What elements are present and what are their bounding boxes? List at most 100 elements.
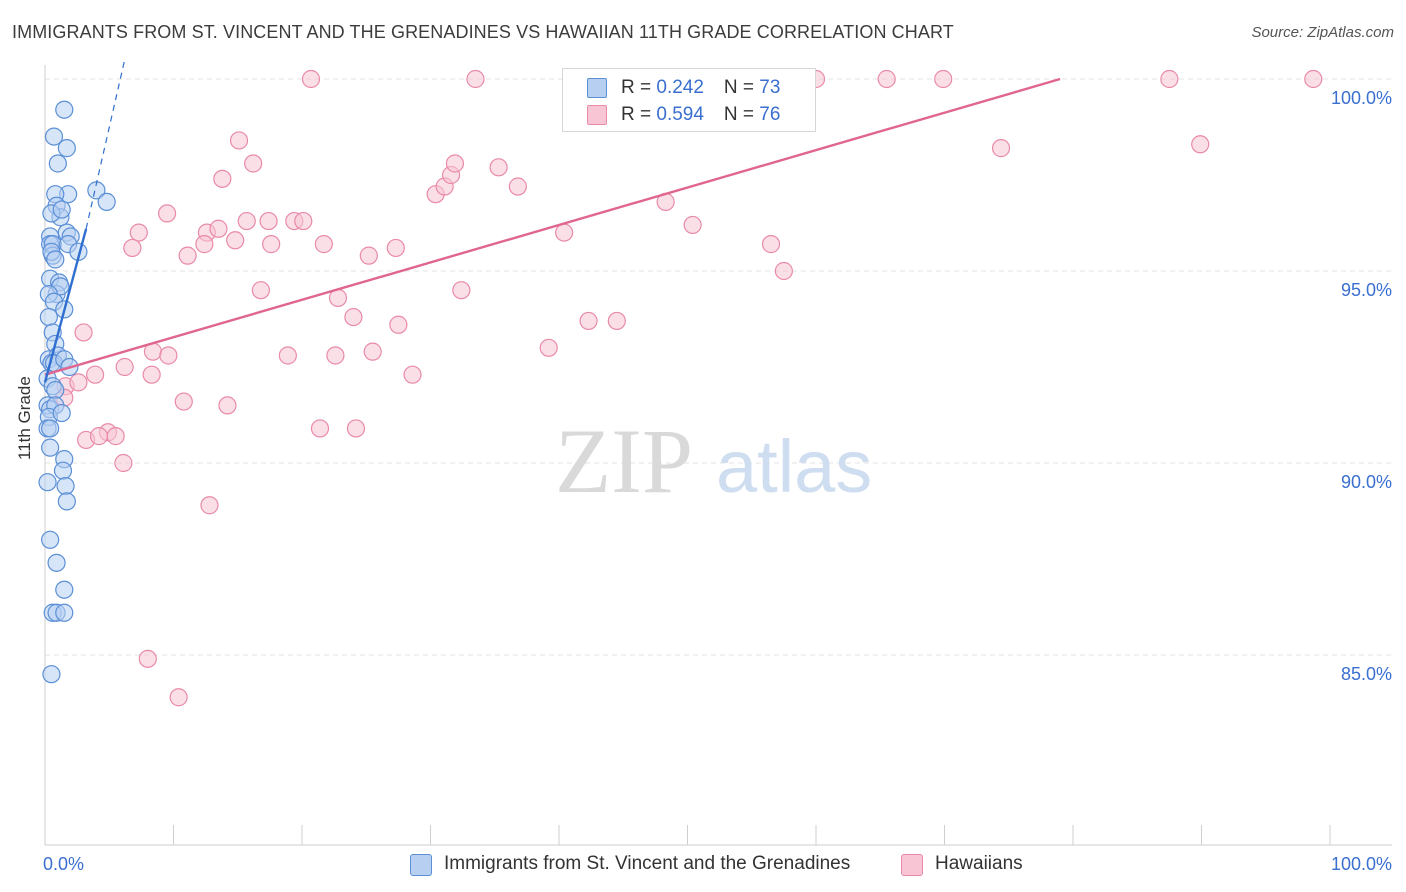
hawaiians-point [115, 357, 134, 377]
immigrants-point [38, 473, 57, 492]
hawaiians-point [213, 169, 232, 188]
hawaiians-point [310, 419, 330, 438]
hawaiians-point [138, 649, 157, 668]
hawaiians-point [363, 342, 382, 361]
legend-swatch-hawaiians [901, 854, 923, 876]
hawaiians-point [278, 346, 297, 365]
hawaiians-point [106, 427, 125, 446]
immigrants-point [52, 200, 71, 219]
hawaiians-point [237, 211, 256, 231]
hawaiians-point [169, 688, 188, 707]
hawaiians-point [539, 338, 558, 357]
immigrants-point [41, 438, 60, 457]
hawaiians-point [1160, 69, 1179, 89]
hawaiians-point [314, 235, 333, 254]
hawaiians-point [129, 223, 148, 242]
hawaiians-point [86, 365, 105, 384]
hawaiians-point [489, 158, 508, 177]
hawaiians-point [174, 392, 193, 411]
legend-label-immigrants: Immigrants from St. Vincent and the Gren… [444, 853, 851, 874]
hawaiians-point [229, 131, 249, 150]
hawaiians-point [445, 154, 465, 173]
hawaiians-point [555, 223, 574, 242]
blue-points-layer [38, 100, 116, 684]
legend-text-pink: R = 0.594 N = 76 [621, 104, 781, 125]
hawaiians-point [200, 496, 219, 515]
hawaiians-point [452, 281, 471, 300]
hawaiians-point [344, 307, 363, 327]
immigrants-point [42, 665, 61, 684]
hawaiians-point [934, 69, 953, 89]
legend-swatch-blue [587, 78, 607, 98]
y-tick-label: 95.0% [1341, 280, 1392, 300]
watermark-atlas: atlas [716, 425, 872, 508]
immigrants-point [53, 461, 73, 480]
immigrants-point [46, 380, 65, 400]
immigrants-point [41, 530, 60, 549]
y-tick-label: 90.0% [1341, 472, 1392, 492]
immigrants-point [57, 492, 76, 511]
hawaiians-point [74, 323, 93, 342]
hawaiians-point [877, 69, 896, 89]
hawaiians-point [262, 235, 281, 254]
immigrants-point [97, 192, 116, 211]
hawaiians-point [226, 231, 245, 250]
hawaiians-point [301, 69, 321, 89]
pink-points-layer [55, 69, 1323, 707]
y-tick-label: 100.0% [1331, 88, 1392, 108]
hawaiians-point [259, 211, 278, 231]
hawaiians-point [218, 396, 237, 415]
hawaiians-point [178, 246, 197, 265]
trend-layer [43, 59, 1061, 383]
hawaiians-point [244, 154, 263, 173]
immigrants-point [52, 403, 71, 423]
hawaiians-point [157, 204, 177, 223]
hawaiians-point [683, 215, 702, 235]
hawaiians-trend-line [44, 77, 1061, 376]
hawaiians-point [403, 365, 422, 384]
hawaiians-point [1304, 69, 1323, 89]
immigrants-point [57, 139, 76, 158]
hawaiians-point [761, 235, 781, 254]
immigrants-trend-extension [85, 59, 126, 229]
hawaiians-point [346, 419, 366, 438]
legend-swatch-immigrants [410, 854, 432, 876]
hawaiians-point [774, 261, 793, 281]
hawaiians-point [69, 373, 88, 392]
hawaiians-point [142, 365, 161, 384]
series-legend: Immigrants from St. Vincent and the Gren… [0, 852, 1406, 876]
hawaiians-point [359, 246, 378, 265]
y-axis-label: 11th Grade [15, 376, 34, 460]
immigrants-point [55, 603, 74, 622]
immigrants-point [39, 307, 58, 327]
immigrants-point [44, 127, 64, 146]
x-tick-label-max: 100.0% [1331, 854, 1392, 874]
immigrants-point [47, 553, 66, 572]
legend-text-blue: R = 0.242 N = 73 [621, 77, 781, 98]
hawaiians-point [466, 69, 485, 89]
x-tick-label-min: 0.0% [43, 854, 84, 874]
hawaiians-point [251, 281, 270, 300]
legend-label-hawaiians: Hawaiians [935, 853, 1023, 874]
immigrants-point [48, 154, 67, 173]
legend-swatch-pink [587, 105, 607, 125]
y-tick-label: 85.0% [1341, 664, 1392, 684]
hawaiians-point [991, 139, 1011, 158]
hawaiians-point [607, 311, 626, 331]
hawaiians-point [386, 238, 405, 258]
immigrants-trend-line [43, 228, 88, 383]
hawaiians-point [389, 315, 408, 334]
immigrants-point [41, 419, 60, 438]
immigrants-point [55, 100, 74, 119]
hawaiians-point [326, 346, 345, 365]
hawaiians-point [209, 219, 228, 238]
hawaiians-point [114, 453, 133, 473]
hawaiians-point [159, 346, 178, 365]
watermark-zip: ZIP [555, 410, 693, 512]
hawaiians-point [508, 177, 527, 196]
tick-label-layer: 85.0% 90.0% 95.0% 100.0% 0.0% 100.0% [43, 88, 1392, 874]
chart-title: IMMIGRANTS FROM ST. VINCENT AND THE GREN… [12, 22, 954, 42]
hawaiians-point [89, 427, 109, 446]
hawaiians-point [579, 311, 598, 331]
